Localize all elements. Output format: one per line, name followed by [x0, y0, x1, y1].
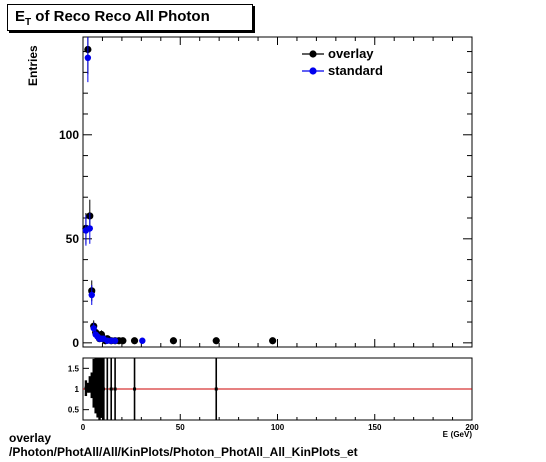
footer-label: overlay	[9, 431, 52, 445]
series-standard	[82, 37, 146, 344]
ratio-x-tick-label: 200	[465, 423, 479, 432]
series-overlay	[82, 37, 277, 345]
ratio-point	[101, 387, 105, 391]
ratio-point	[113, 387, 117, 391]
footer-path: /Photon/PhotAll/All/KinPlots/Photon_Phot…	[9, 445, 358, 459]
ratio-point	[133, 387, 137, 391]
ratio-x-tick-label: 50	[176, 423, 185, 432]
data-point	[212, 337, 220, 345]
ratio-x-tick-label: 0	[81, 423, 86, 432]
ratio-point	[92, 381, 96, 385]
ratio-point	[88, 382, 92, 386]
ratio-y-tick-label: 1	[75, 385, 80, 394]
data-point	[88, 291, 95, 299]
ratio-series	[84, 358, 218, 420]
main-y-tick-label: 0	[72, 336, 79, 350]
ratio-y-tick-label: 0.5	[68, 406, 80, 415]
data-point	[111, 337, 119, 344]
main-plot-frame	[82, 36, 473, 348]
ratio-point	[96, 373, 100, 377]
legend-label-standard: standard	[328, 63, 383, 78]
data-point	[130, 337, 139, 345]
legend-marker	[309, 67, 317, 75]
data-point	[169, 337, 178, 345]
data-point	[90, 325, 97, 332]
main-y-tick-label: 100	[59, 128, 79, 142]
ratio-point	[109, 387, 113, 391]
ratio-y-tick-label: 1.5	[68, 364, 80, 373]
chart-title-box: ET of Reco Reco All Photon	[7, 4, 253, 31]
data-point	[84, 54, 92, 62]
ratio-point	[86, 386, 90, 390]
data-point	[139, 337, 146, 344]
data-point	[119, 337, 127, 345]
chart-title: ET of Reco Reco All Photon	[15, 8, 210, 28]
legend-label-overlay: overlay	[328, 46, 374, 61]
x-axis-label-unit: (GeV)	[451, 430, 473, 439]
ratio-x-tick-label: 100	[271, 423, 285, 432]
ratio-x-tick-label: 150	[368, 423, 382, 432]
legend-marker	[309, 50, 317, 58]
ratio-point	[94, 377, 98, 381]
y-axis-label: Entries	[26, 45, 40, 86]
data-point	[86, 225, 94, 232]
data-point	[269, 337, 277, 345]
ratio-point	[90, 383, 94, 387]
ratio-point	[214, 387, 218, 391]
main-y-tick-label: 50	[66, 232, 80, 246]
x-axis-label-symbol: E	[443, 430, 449, 439]
ratio-point	[84, 386, 88, 390]
ratio-point	[98, 387, 102, 391]
